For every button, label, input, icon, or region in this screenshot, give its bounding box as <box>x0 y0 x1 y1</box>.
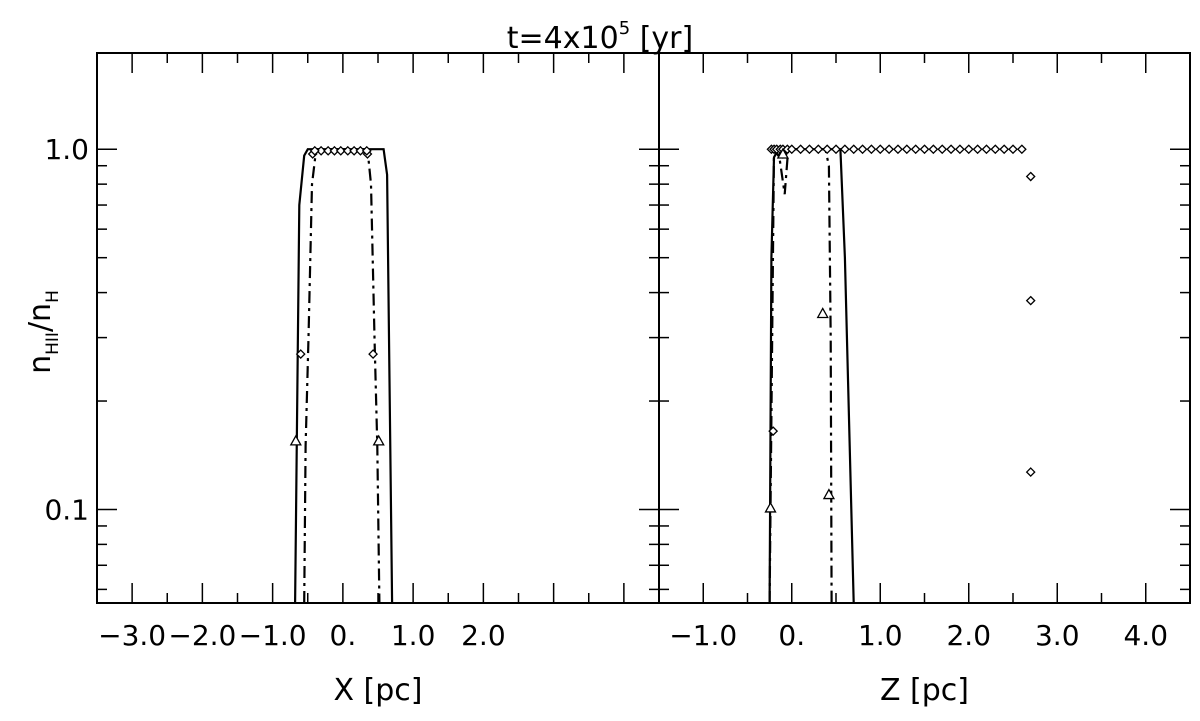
y-axis-label-sep: /n <box>23 303 58 332</box>
plot-area <box>764 144 1036 603</box>
diamond-marker <box>963 144 974 155</box>
diamond-marker <box>349 145 360 156</box>
diamond-marker <box>1008 144 1018 155</box>
series-dashdot-line <box>303 148 381 603</box>
diamond-marker <box>323 145 334 156</box>
diamond-marker <box>910 144 921 155</box>
series-solid-line <box>768 148 855 603</box>
x-tick-label: 0. <box>330 619 357 652</box>
x-tick-label: −2.0 <box>168 619 236 652</box>
x-tick-label: 1.0 <box>391 619 436 652</box>
y-tick-label: 1.0 <box>44 133 89 166</box>
x-tick-label: 2.0 <box>946 619 991 652</box>
x-tick-label: 4.0 <box>1123 619 1168 652</box>
triangle-marker <box>822 488 836 500</box>
diamond-marker <box>875 144 886 155</box>
series-dashdot-line <box>768 145 833 603</box>
diamond-marker <box>822 144 833 155</box>
plot-frame <box>658 52 1191 604</box>
diamond-marker <box>981 144 992 155</box>
y-axis-label: nHII/nH <box>23 290 63 374</box>
series-solid-line <box>294 148 394 603</box>
y-axis-label-sub2: H <box>43 290 63 303</box>
diamond-marker <box>786 144 797 155</box>
right-panel: −1.0 0. 1.0 2.0 3.0 4.0 Z [pc] <box>658 52 1191 708</box>
x-tick-label: 0. <box>778 619 805 652</box>
diamond-marker <box>335 145 346 156</box>
triangle-marker <box>816 307 829 319</box>
diamond-marker <box>937 144 948 155</box>
x-tick-label: 2.0 <box>461 619 506 652</box>
diamond-marker <box>795 144 806 155</box>
diamond-marker <box>990 144 1001 155</box>
diamond-marker <box>804 144 815 155</box>
diamond-marker <box>831 144 841 155</box>
diamond-marker <box>1016 144 1027 155</box>
plot-area <box>289 145 394 603</box>
diamond-marker <box>999 144 1010 155</box>
diamond-marker <box>884 144 895 155</box>
diamond-marker <box>1025 295 1036 306</box>
diamond-marker <box>1025 467 1036 477</box>
diamond-marker <box>866 144 877 155</box>
diamond-marker <box>857 144 868 155</box>
diamond-marker <box>1025 171 1036 182</box>
diamond-marker <box>813 144 824 155</box>
diamond-marker <box>972 144 983 155</box>
x-tick-label: −1.0 <box>669 619 737 652</box>
diamond-marker <box>329 145 340 156</box>
figure-title-text: t=4x10 <box>507 21 619 56</box>
diamond-marker <box>954 144 965 155</box>
diamond-marker <box>316 145 327 156</box>
figure-title: t=4x105 [yr] <box>507 18 693 56</box>
figure-title-unit: [yr] <box>630 21 693 56</box>
y-axis-label-sub1: HII <box>43 332 63 355</box>
diamond-marker <box>946 144 956 155</box>
diamond-marker <box>928 144 939 155</box>
left-panel: −3.0 −2.0 −1.0 0. 1.0 2.0 0.1 1.0 X [pc] <box>44 52 660 708</box>
triangle-marker <box>764 501 777 513</box>
triangle-marker <box>776 147 790 159</box>
triangle-marker <box>372 434 385 446</box>
x-tick-label: 3.0 <box>1035 619 1080 652</box>
diamond-marker <box>901 144 912 155</box>
diamond-marker <box>919 144 930 155</box>
diamond-marker <box>768 426 779 437</box>
diamond-marker <box>368 349 379 360</box>
diamond-marker <box>839 144 850 155</box>
diamond-marker <box>355 145 366 156</box>
diamond-marker <box>361 145 372 156</box>
figure-title-exponent: 5 <box>619 18 630 39</box>
triangle-marker <box>289 434 302 446</box>
diamond-marker <box>342 145 353 156</box>
x-tick-label: −1.0 <box>239 619 307 652</box>
x-axis-label: X [pc] <box>333 673 422 708</box>
diamond-marker <box>295 349 306 360</box>
x-axis-label: Z [pc] <box>880 673 969 708</box>
x-tick-label: −3.0 <box>98 619 166 652</box>
diamond-marker <box>893 144 903 155</box>
diamond-marker <box>848 144 859 155</box>
y-tick-label: 0.1 <box>44 493 89 526</box>
y-axis-label-main: n <box>23 355 58 374</box>
x-tick-label: 1.0 <box>858 619 903 652</box>
diamond-marker <box>309 145 320 156</box>
